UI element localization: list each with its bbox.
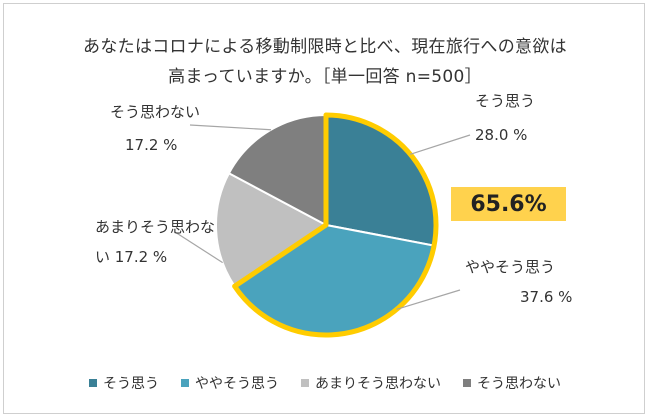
slice-label-4: そう思わない (110, 103, 200, 121)
legend-swatch (463, 379, 471, 387)
legend-item-4: そう思わない (463, 373, 561, 393)
legend-swatch (181, 379, 189, 387)
pie-slice-1 (325, 113, 437, 247)
leader-line-3 (174, 231, 223, 264)
legend-item-3: あまりそう思わない (301, 373, 441, 393)
chart-title-line-2: 高まっていますか。［単一回答 n=500］ (168, 67, 482, 87)
slice-value-1: 28.0 % (475, 126, 527, 144)
leader-line-4 (189, 124, 272, 131)
chart-title-line-1: あなたはコロナによる移動制限時と比べ、現在旅行への意欲は (83, 37, 567, 57)
legend-label: そう思う (103, 376, 159, 392)
slice-value-2: 37.6 % (520, 288, 572, 306)
slice-value-4: 17.2 % (125, 136, 177, 154)
slice-value-3: い 17.2 % (95, 248, 167, 266)
slice-label-3: あまりそう思わな (95, 218, 215, 236)
pie-slice-4 (227, 113, 327, 227)
pie-slice-3 (215, 171, 328, 288)
highlight-outline (232, 112, 439, 338)
highlight-total-badge: 65.6% (451, 187, 566, 221)
legend-label: あまりそう思わない (315, 376, 441, 392)
leader-line-2 (396, 289, 461, 310)
chart-legend: そう思う ややそう思う あまりそう思わない そう思わない (0, 373, 650, 393)
slice-label-2: ややそう思う (465, 258, 555, 276)
legend-swatch (89, 379, 97, 387)
legend-swatch (301, 379, 309, 387)
legend-item-1: そう思う (89, 373, 159, 393)
leader-line-1 (410, 134, 471, 155)
legend-label: ややそう思う (195, 376, 279, 392)
legend-item-2: ややそう思う (181, 373, 279, 393)
legend-label: そう思わない (477, 376, 561, 392)
slice-label-1: そう思う (475, 92, 535, 110)
